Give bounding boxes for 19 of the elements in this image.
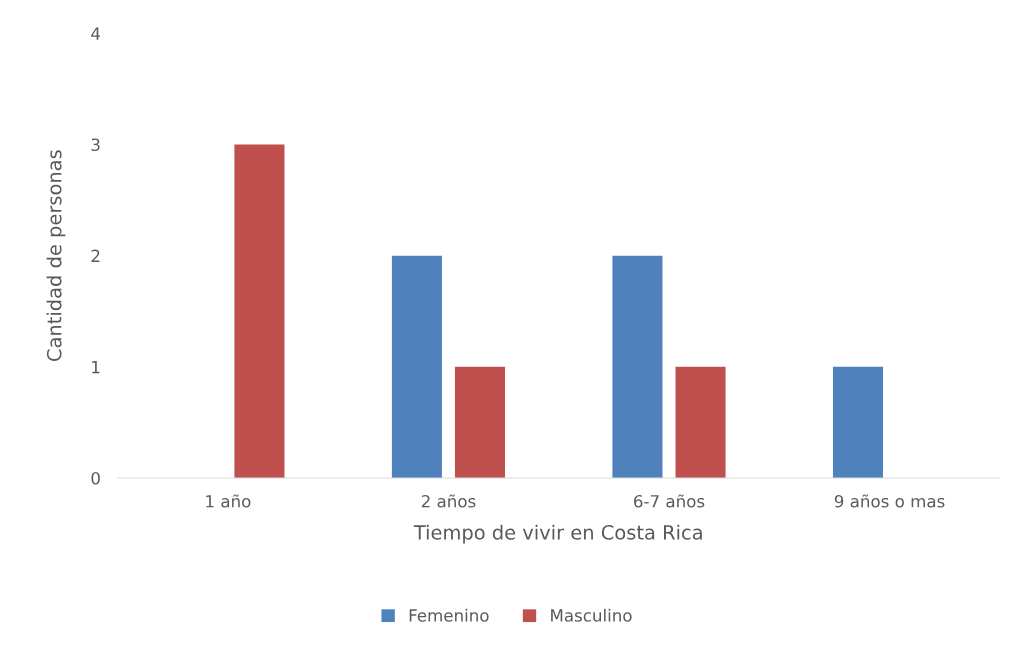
y-tick-label: 0 — [91, 471, 100, 485]
x-tick-label: 1 año — [206, 494, 251, 508]
legend-label: Masculino — [551, 608, 632, 622]
bar — [675, 366, 726, 478]
x-tick-label: 6-7 años — [634, 494, 705, 508]
bar — [832, 366, 884, 478]
y-axis-title: Cantidad de personas — [46, 150, 66, 361]
y-tick-label: 2 — [91, 249, 100, 262]
y-tick-label: 1 — [92, 361, 100, 374]
y-tick-label: 3 — [91, 138, 100, 152]
legend-label: Femenino — [409, 608, 489, 622]
bar — [454, 366, 506, 478]
bar — [612, 255, 663, 478]
x-axis-title: Tiempo de vivir en Costa Rica — [413, 524, 702, 544]
x-tick-label: 2 años — [421, 494, 476, 508]
bar — [234, 144, 285, 478]
bar — [391, 255, 442, 478]
x-tick-label: 9 años o mas — [834, 494, 945, 508]
y-tick-label: 4 — [91, 27, 101, 40]
